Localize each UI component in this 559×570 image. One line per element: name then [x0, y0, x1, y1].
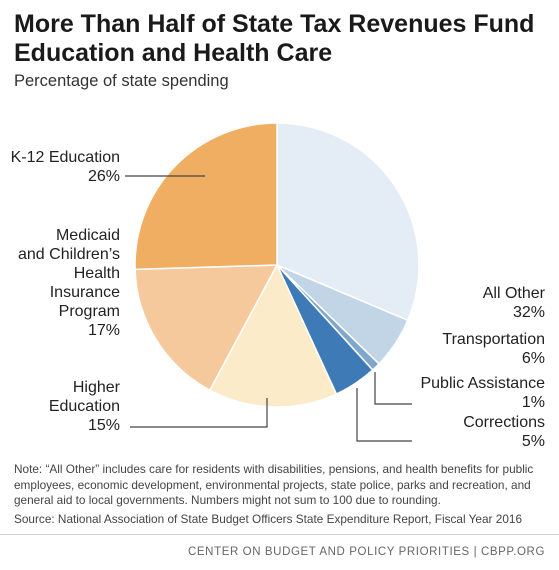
chart-title: More Than Half of State Tax Revenues Fun… — [14, 10, 535, 67]
label-k12-value: 26% — [87, 168, 120, 185]
label-public-assistance-value: 1% — [521, 394, 545, 411]
label-higher-line-1: Higher — [72, 379, 120, 396]
pie-slice-k-12-education — [134, 122, 278, 271]
chart-note: Note: “All Other” includes care for resi… — [14, 462, 534, 507]
leader-lines — [125, 175, 412, 442]
label-medicaid-value: 17% — [87, 322, 120, 339]
label-all-other-value: 32% — [512, 304, 545, 321]
footer-divider — [0, 534, 559, 535]
label-medicaid: Medicaid and Children’s Health Insurance… — [18, 226, 120, 340]
label-k12-education: K-12 Education 26% — [11, 148, 120, 186]
label-higher-line-2: Education — [48, 398, 120, 415]
label-corrections-value: 5% — [521, 433, 545, 450]
label-all-other: All Other 32% — [483, 284, 545, 322]
label-transportation-name: Transportation — [442, 331, 545, 348]
label-all-other-name: All Other — [482, 285, 545, 302]
label-medicaid-line-5: Program — [58, 303, 120, 320]
label-higher-education: Higher Education 15% — [49, 378, 120, 435]
label-medicaid-line-1: Medicaid — [55, 227, 120, 244]
label-public-assistance: Public Assistance 1% — [420, 374, 545, 412]
leader-line-higher-education — [130, 398, 268, 428]
pie-slices — [134, 122, 420, 408]
label-transportation-value: 6% — [521, 350, 545, 367]
leader-line-public-assistance — [374, 372, 412, 405]
label-medicaid-line-2: and Children’s — [18, 246, 120, 263]
label-corrections: Corrections 5% — [463, 413, 545, 451]
pie-slice-higher-education — [208, 263, 338, 408]
label-public-assistance-name: Public Assistance — [420, 375, 545, 392]
chart-source: Source: National Association of State Bu… — [14, 512, 523, 526]
label-higher-value: 15% — [87, 417, 120, 434]
chart-subtitle: Percentage of state spending — [14, 72, 229, 90]
label-k12-name: K-12 Education — [10, 149, 120, 166]
label-medicaid-line-3: Health — [73, 265, 120, 282]
pie-slice-all-other — [276, 122, 420, 322]
label-medicaid-line-4: Insurance — [49, 284, 120, 301]
leader-line-corrections — [356, 388, 412, 442]
footer-credit: CENTER ON BUDGET AND POLICY PRIORITIES |… — [187, 546, 545, 558]
label-corrections-name: Corrections — [463, 414, 545, 431]
pie-slice-medicaid-and-children-s-health-insurance-program — [134, 264, 279, 392]
label-transportation: Transportation 6% — [442, 330, 545, 368]
